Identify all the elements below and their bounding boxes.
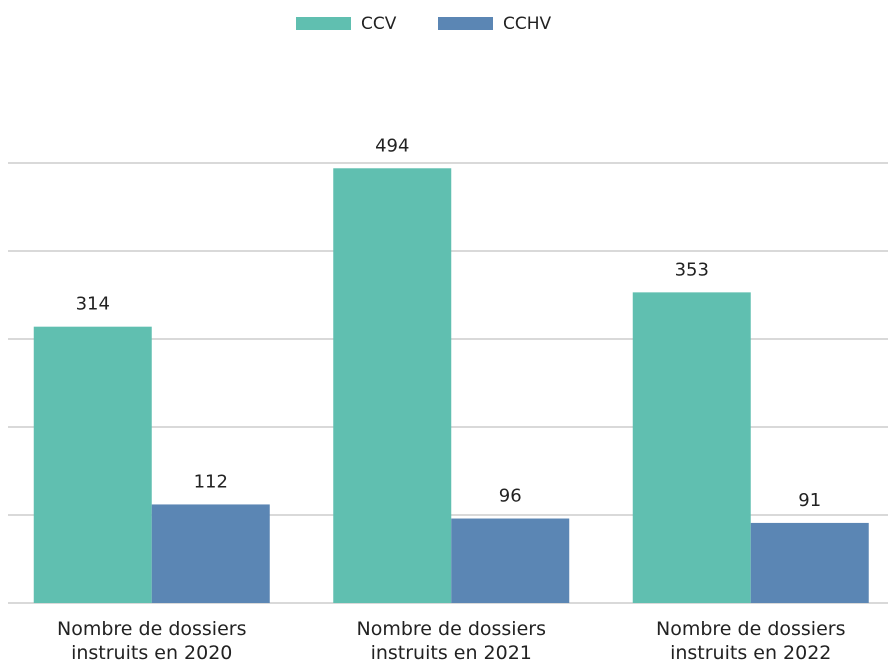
x-tick-label: Nombre de dossiers instruits en 2020 (57, 618, 247, 662)
x-tick-label: Nombre de dossiers instruits en 2022 (656, 618, 846, 662)
bar (632, 292, 751, 603)
legend-label: CCV (361, 14, 397, 34)
legend-label: CCHV (503, 14, 552, 34)
bar (151, 504, 270, 603)
x-tick-label: Nombre de dossiers instruits en 2021 (356, 618, 546, 662)
data-label: 314 (76, 294, 110, 315)
bar (33, 326, 152, 603)
data-label: 96 (499, 486, 522, 507)
bar (750, 522, 869, 603)
legend-swatch (296, 17, 351, 30)
legend-swatch (438, 17, 493, 30)
data-label: 112 (194, 471, 228, 492)
data-label: 91 (798, 490, 821, 511)
data-label: 353 (675, 259, 709, 280)
bar (451, 518, 570, 603)
data-label: 494 (375, 135, 409, 156)
bar (333, 168, 452, 603)
